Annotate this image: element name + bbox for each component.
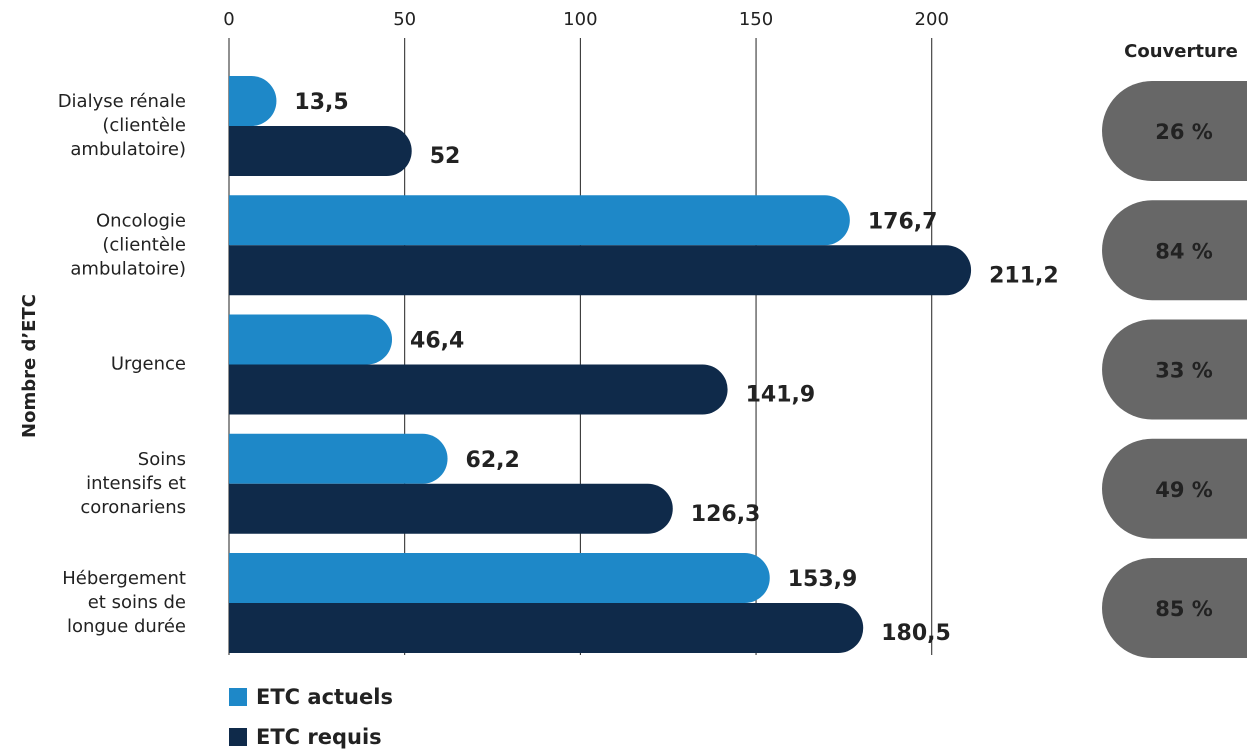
x-tick-label: 0 xyxy=(223,9,234,30)
bar xyxy=(229,483,673,534)
value-label: 126,3 xyxy=(691,502,761,527)
category-label: ambulatoire) xyxy=(70,139,186,160)
category-label: (clientèle xyxy=(102,115,186,136)
value-label: 180,5 xyxy=(881,621,951,646)
x-tick-label: 150 xyxy=(739,9,773,30)
value-label: 46,4 xyxy=(410,329,464,354)
coverage-pill xyxy=(1102,319,1247,420)
coverage-title: Couverture xyxy=(1124,41,1238,62)
category-label: Dialyse rénale xyxy=(58,91,186,112)
bar xyxy=(229,195,850,246)
x-tick-label: 50 xyxy=(393,9,416,30)
value-label: 176,7 xyxy=(868,209,938,234)
bar xyxy=(229,364,728,415)
legend-swatch xyxy=(229,728,247,746)
category-label: Soins xyxy=(138,449,186,470)
category-label: coronariens xyxy=(80,497,186,518)
value-label: 52 xyxy=(430,144,461,169)
category-label: Hébergement xyxy=(62,568,186,589)
category-label: (clientèle xyxy=(102,234,186,255)
coverage-label: 49 % xyxy=(1155,478,1213,502)
bar xyxy=(229,245,972,296)
value-label: 211,2 xyxy=(989,263,1059,288)
value-label: 62,2 xyxy=(466,448,520,473)
category-label: Urgence xyxy=(111,354,186,375)
coverage-label: 85 % xyxy=(1155,597,1213,621)
bar xyxy=(229,314,393,365)
value-label: 153,9 xyxy=(788,567,858,592)
bar xyxy=(229,433,448,484)
category-label: longue durée xyxy=(67,616,186,637)
bar xyxy=(229,553,770,603)
coverage-pill xyxy=(1102,200,1247,301)
value-label: 141,9 xyxy=(746,383,816,408)
category-label: et soins de xyxy=(88,592,186,613)
legend-label: ETC actuels xyxy=(256,685,393,709)
value-label: 13,5 xyxy=(294,90,348,115)
x-tick-label: 200 xyxy=(915,9,949,30)
legend-swatch xyxy=(229,688,247,706)
coverage-label: 33 % xyxy=(1155,359,1213,383)
coverage-pill xyxy=(1102,81,1247,181)
coverage-pill xyxy=(1102,438,1247,539)
category-label: Oncologie xyxy=(96,210,186,231)
y-axis-label: Nombre d’ETC xyxy=(19,294,40,438)
coverage-label: 84 % xyxy=(1155,239,1213,263)
legend-label: ETC requis xyxy=(256,725,382,749)
coverage-label: 26 % xyxy=(1155,120,1213,144)
bar xyxy=(229,76,277,126)
coverage-pill xyxy=(1102,558,1247,658)
category-label: intensifs et xyxy=(86,473,186,494)
bar xyxy=(229,126,412,176)
bar xyxy=(229,603,864,653)
category-label: ambulatoire) xyxy=(70,258,186,279)
x-tick-label: 100 xyxy=(563,9,597,30)
